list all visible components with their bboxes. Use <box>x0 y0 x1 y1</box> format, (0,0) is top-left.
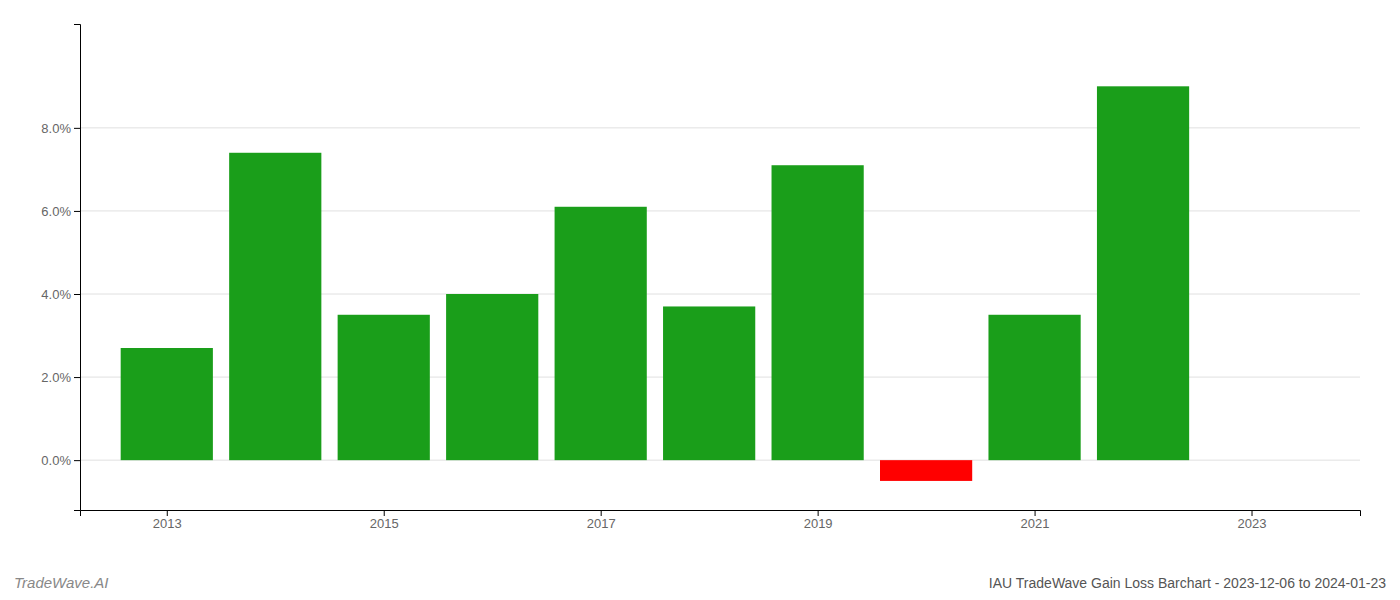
x-tick: 2021 <box>1021 510 1050 531</box>
y-tick: 6.0% <box>41 204 80 219</box>
y-tick-label: 8.0% <box>41 121 71 136</box>
y-tick: 2.0% <box>41 370 80 385</box>
x-tick-mark <box>167 510 168 516</box>
y-tick-mark <box>74 377 80 378</box>
x-tick-label: 2021 <box>1021 516 1050 531</box>
x-tick: 2023 <box>1238 510 1267 531</box>
y-tick-label: 0.0% <box>41 453 71 468</box>
y-tick-mark <box>74 128 80 129</box>
bar <box>555 207 647 460</box>
x-tick-label: 2013 <box>153 516 182 531</box>
x-tick: 2019 <box>804 510 833 531</box>
watermark: TradeWave.AI <box>14 574 108 591</box>
bar <box>663 306 755 460</box>
bars <box>121 86 1189 481</box>
plot: 0.0% 2.0% 4.0% 6.0% 8.0% 2013 2015 2017 2019 2021… <box>41 25 1360 532</box>
y-tick-mark <box>74 460 80 461</box>
x-tick: 2013 <box>153 510 182 531</box>
bar <box>772 165 864 460</box>
chart: 0.0% 2.0% 4.0% 6.0% 8.0% 2013 2015 2017 2019 2021… <box>0 0 1400 600</box>
y-axis-line <box>74 25 81 511</box>
y-tick: 4.0% <box>41 287 80 302</box>
y-tick-label: 2.0% <box>41 370 71 385</box>
x-tick-mark <box>818 510 819 516</box>
y-axis: 0.0% 2.0% 4.0% 6.0% 8.0% <box>41 25 80 511</box>
y-tick: 0.0% <box>41 453 80 468</box>
x-tick-label: 2019 <box>804 516 833 531</box>
x-tick-mark <box>384 510 385 516</box>
x-tick-label: 2015 <box>370 516 399 531</box>
x-axis: 2013 2015 2017 2019 2021 2023 <box>81 510 1361 531</box>
bar <box>229 153 321 460</box>
x-axis-line <box>81 511 1361 517</box>
x-tick-label: 2023 <box>1238 516 1267 531</box>
bar <box>338 315 430 460</box>
y-tick-mark <box>74 211 80 212</box>
y-tick-mark <box>74 294 80 295</box>
bar <box>1097 86 1189 460</box>
y-tick: 8.0% <box>41 121 80 136</box>
bar <box>446 294 538 460</box>
bar <box>988 315 1080 460</box>
x-tick-mark <box>601 510 602 516</box>
x-tick-mark <box>1252 510 1253 516</box>
x-tick: 2017 <box>587 510 616 531</box>
y-tick-label: 4.0% <box>41 287 71 302</box>
bar <box>121 348 213 460</box>
y-tick-label: 6.0% <box>41 204 71 219</box>
x-tick-mark <box>1035 510 1036 516</box>
x-tick-label: 2017 <box>587 516 616 531</box>
title: IAU TradeWave Gain Loss Barchart - 2023-… <box>989 575 1386 591</box>
bar <box>880 460 972 481</box>
x-tick: 2015 <box>370 510 399 531</box>
